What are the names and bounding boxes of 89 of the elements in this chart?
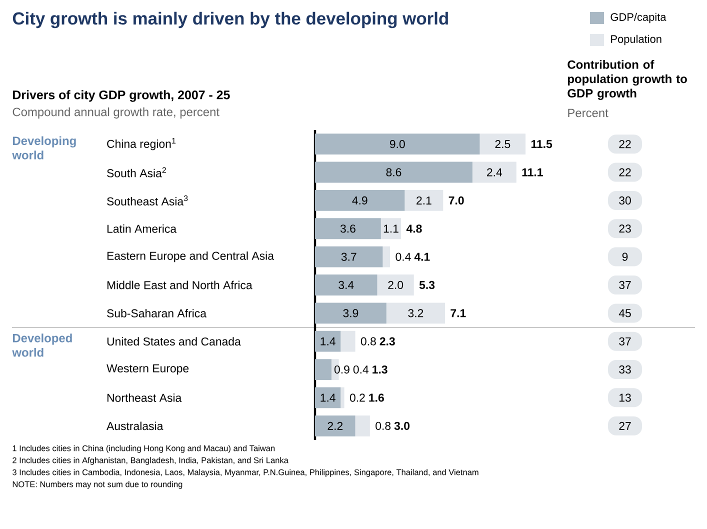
- total-label: 4.8: [406, 224, 422, 233]
- data-label: 8.6: [386, 168, 402, 176]
- text: Contribution of population growth to GDP growth: [568, 60, 687, 100]
- data-label: 9.0: [390, 140, 405, 148]
- bar: [404, 190, 444, 211]
- bar: [377, 274, 414, 296]
- total-label: 11.1: [522, 168, 543, 176]
- text: 33: [619, 365, 631, 374]
- y-tick-label: China region$^{1}$: [107, 138, 176, 150]
- bar: [480, 134, 526, 155]
- bar: [380, 218, 402, 240]
- data-label: 0.8: [360, 337, 376, 346]
- y-tick-label: Southeast Asia$^{3}$: [107, 195, 188, 206]
- y-tick-label: Latin America: [107, 224, 177, 233]
- bar: [315, 302, 386, 324]
- y-tick-label: Western Europe: [106, 364, 189, 375]
- bar: [315, 190, 405, 211]
- legend-label: Population: [611, 34, 662, 46]
- total-label: 11.5: [531, 140, 552, 148]
- chart-title: City growth is mainly driven by the developing world: [12, 12, 448, 28]
- data-label: 0.2: [350, 394, 365, 402]
- total-label: 1.6: [369, 394, 384, 402]
- y-tick-label: Sub-Saharan Africa: [107, 308, 206, 318]
- data-label: 3.9: [343, 309, 358, 318]
- text: 37: [619, 280, 631, 290]
- y-tick-label: Eastern Europe and Central Asia: [107, 251, 274, 262]
- data-label: 3.4: [338, 280, 354, 290]
- text: Compound annual growth rate, percent: [12, 107, 220, 119]
- data-label: 3.6: [340, 224, 356, 233]
- text: 9: [622, 252, 628, 261]
- bar: [315, 162, 472, 183]
- data-label: 3.2: [408, 309, 424, 318]
- data-label: 1.4: [320, 394, 336, 402]
- data-label: 0.4: [396, 252, 411, 261]
- y-tick-label: Middle East and North Africa: [107, 280, 252, 290]
- bar: [340, 387, 344, 408]
- text: 1 Includes cities in China (including Hong Kong and Macau) and Taiwan: [12, 445, 275, 453]
- bar: [472, 162, 516, 183]
- bar: [315, 218, 381, 240]
- text: 2 Includes cities in Afghanistan, Bangladesh, India, Pakistan, and Sri Lanka: [12, 457, 288, 465]
- total-label: 7.0: [448, 196, 464, 204]
- data-label: 0.9: [334, 365, 350, 374]
- total-label: 5.3: [419, 280, 435, 290]
- total-label: 2.3: [380, 337, 395, 346]
- y-tick-label: Australasia: [106, 422, 164, 430]
- data-label: 2.2: [328, 422, 343, 430]
- text: 27: [619, 422, 631, 430]
- y-tick-label: United States and Canada: [107, 337, 241, 346]
- total-label: 4.1: [414, 252, 430, 261]
- bar: [315, 359, 332, 380]
- bar: [315, 415, 356, 436]
- text: 45: [618, 309, 631, 318]
- bar: [315, 330, 341, 352]
- text: 30: [619, 196, 631, 205]
- text: Developing world: [12, 136, 76, 160]
- bar: [386, 302, 445, 324]
- data-label: 1.1: [384, 224, 398, 233]
- text: 37: [619, 337, 631, 346]
- total-label: 1.3: [372, 365, 388, 374]
- text: NOTE: Numbers may not sum due to rounding: [12, 481, 182, 489]
- data-label: 2.5: [495, 140, 510, 148]
- text: Drivers of city GDP growth, 2007 - 25: [13, 90, 230, 102]
- data-label: 0.8: [376, 422, 391, 430]
- total-label: 7.1: [450, 309, 466, 318]
- y-tick-label: Northeast Asia: [107, 394, 182, 402]
- bar: [315, 134, 480, 155]
- text: 3 Includes cities in Cambodia, Indonesia, Laos, Malaysia, Myanmar, P.N.Guinea, Philippines, Singapore, Thailand, and Vietnam: [12, 469, 478, 477]
- data-label: 4.9: [352, 196, 368, 204]
- bar: [315, 387, 341, 408]
- text: 22: [619, 168, 631, 176]
- bar: [315, 246, 383, 268]
- total-label: 3.0: [394, 422, 410, 430]
- y-tick-label: South Asia$^{2}$: [107, 167, 166, 178]
- data-label: 3.7: [341, 252, 356, 261]
- bar: [315, 274, 378, 296]
- data-label: 2.0: [388, 280, 404, 290]
- bar: [382, 246, 390, 268]
- data-label: 2.4: [487, 168, 502, 176]
- bar: [340, 330, 356, 352]
- bar: [355, 415, 370, 436]
- data-label: 1.4: [320, 337, 336, 346]
- text: Developed world: [12, 334, 72, 357]
- text: 13: [620, 394, 631, 402]
- text: 23: [619, 224, 631, 233]
- legend-label: GDP/capita: [610, 12, 666, 24]
- text: 22: [619, 140, 631, 148]
- data-label: 0.4: [353, 365, 369, 374]
- text: Percent: [568, 108, 608, 118]
- data-label: 2.1: [416, 196, 432, 204]
